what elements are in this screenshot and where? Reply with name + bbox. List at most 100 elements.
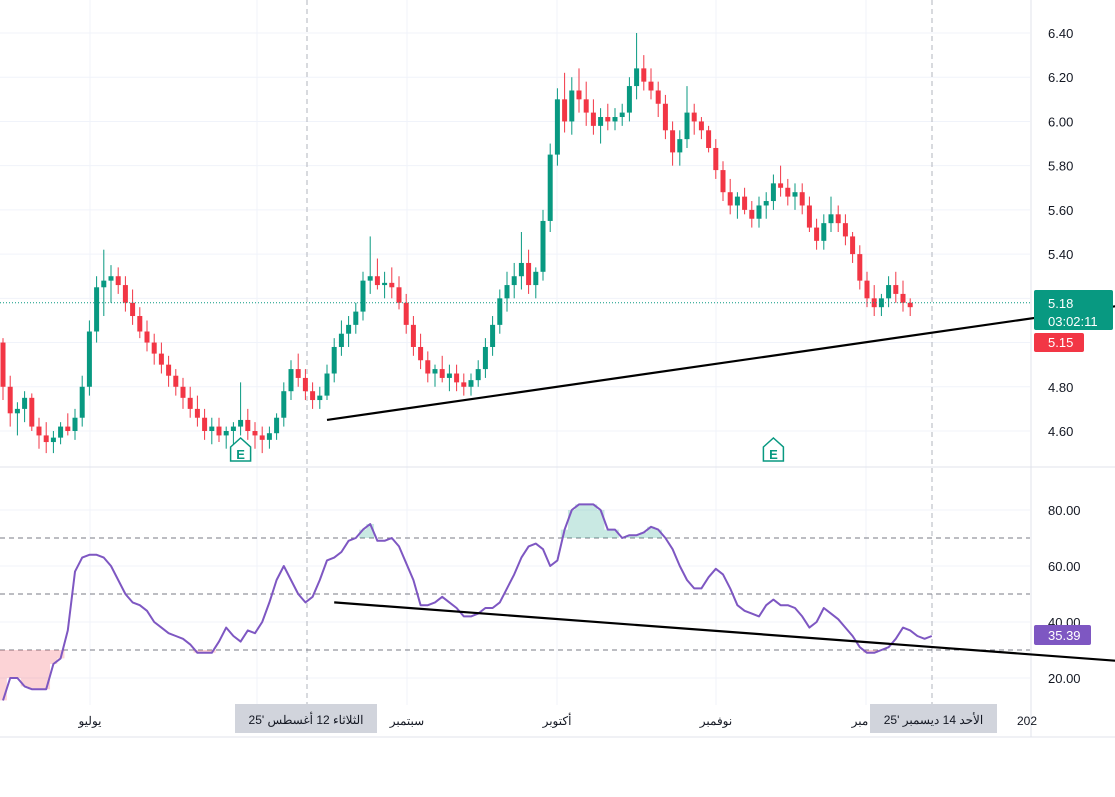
candle-body xyxy=(259,435,265,440)
rsi-axis-tick: 80.00 xyxy=(1048,503,1081,518)
rsi-overbought-fill xyxy=(359,504,663,538)
candle-body xyxy=(151,342,157,354)
candle-body xyxy=(439,369,445,378)
candle-body xyxy=(828,214,834,224)
price-axis-tick: 5.40 xyxy=(1048,247,1073,262)
earnings-marker-icon[interactable] xyxy=(762,436,785,462)
candle-body xyxy=(785,187,791,197)
candle-body xyxy=(562,99,568,122)
candle-body xyxy=(324,373,330,396)
candle-body xyxy=(166,364,172,376)
candle-body xyxy=(706,130,712,148)
candle-body xyxy=(202,417,208,431)
time-axis-tick: يوليو xyxy=(77,714,101,728)
candle-body xyxy=(821,223,827,241)
candle-body xyxy=(742,196,748,210)
candle-body xyxy=(684,112,690,140)
candle-body xyxy=(655,90,661,104)
candle-body xyxy=(634,68,640,87)
candle-body xyxy=(238,419,244,427)
candle-body xyxy=(115,276,121,286)
rsi-line xyxy=(2,503,933,701)
candle-body xyxy=(410,324,416,347)
candle-body xyxy=(137,316,143,332)
candle-body xyxy=(461,382,467,387)
candle-body xyxy=(893,285,899,294)
candle-body xyxy=(526,262,532,286)
candle-body xyxy=(842,223,848,237)
candle-body xyxy=(86,331,92,387)
candle-body xyxy=(626,86,632,113)
candle-body xyxy=(468,380,474,387)
candle-body xyxy=(756,205,762,219)
candle-body xyxy=(857,254,863,281)
price-axis-tick: 5.60 xyxy=(1048,203,1073,218)
rsi-value: 35.39 xyxy=(1048,628,1081,643)
candle-body xyxy=(353,311,359,325)
candle-body xyxy=(94,287,100,332)
candle-body xyxy=(389,282,395,288)
rsi-oversold-fill xyxy=(0,650,879,701)
crosshair-date-box xyxy=(870,704,997,733)
crosshair-date-box xyxy=(235,704,377,733)
crosshair-date-label: الأحد 14 ديسمبر '25 xyxy=(884,712,983,727)
price-trendline[interactable] xyxy=(326,301,1115,422)
candle-body xyxy=(792,192,798,197)
current-price-badge xyxy=(1034,290,1113,330)
candle-body xyxy=(346,324,352,334)
candle-body xyxy=(7,386,13,414)
candle-body xyxy=(331,346,337,374)
candle-body xyxy=(569,90,575,122)
candle-body xyxy=(295,369,301,378)
candle-body xyxy=(50,437,56,443)
price-axis-tick: 6.20 xyxy=(1048,70,1073,85)
candle-body xyxy=(713,147,719,171)
candle-body xyxy=(43,435,49,443)
candle-body xyxy=(540,220,546,272)
candle-body xyxy=(511,276,517,286)
earnings-marker-icon[interactable] xyxy=(229,436,252,462)
candle-body xyxy=(482,346,488,370)
low-price-badge xyxy=(1034,333,1084,352)
candle-body xyxy=(382,282,388,286)
rsi-trendline[interactable] xyxy=(334,601,1115,662)
earnings-marker-label: E xyxy=(236,447,245,462)
candle-body xyxy=(310,391,316,401)
candle-body xyxy=(648,81,654,91)
candle-body xyxy=(432,369,438,374)
trendlines[interactable] xyxy=(326,301,1115,663)
time-axis-tick: 202 xyxy=(1017,714,1037,728)
time-axis-tick: سبتمبر xyxy=(389,714,424,728)
candle-body xyxy=(698,121,704,131)
candle-body xyxy=(144,331,150,343)
candle-body xyxy=(101,280,107,288)
candle-body xyxy=(799,192,805,206)
candle-body xyxy=(173,375,179,387)
candle-body xyxy=(194,408,200,418)
candle-body xyxy=(396,287,402,303)
candle-body xyxy=(835,214,841,224)
candle-body xyxy=(605,117,611,122)
time-axis-tick: نوفمبر xyxy=(699,714,732,728)
bar-countdown: 03:02:11 xyxy=(1048,314,1098,329)
candle-body xyxy=(900,293,906,303)
candle-body xyxy=(418,346,424,361)
candle-body xyxy=(806,205,812,228)
candle-body xyxy=(878,298,884,308)
candle-body xyxy=(850,236,856,255)
candle-body xyxy=(619,112,625,118)
price-badges: 5.18 03:02:11 5.15 35.39 xyxy=(1034,290,1113,645)
rsi-pane xyxy=(0,503,933,701)
price-axis-tick: 6.00 xyxy=(1048,114,1073,129)
candle-body xyxy=(662,103,668,131)
candle-body xyxy=(302,377,308,392)
candle-body xyxy=(670,130,676,153)
crosshair-date-label: الثلاثاء 12 أغسطس '25 xyxy=(249,712,364,727)
candle-body xyxy=(266,433,272,440)
candle-body xyxy=(367,276,373,281)
candle-body xyxy=(583,99,589,113)
candle-body xyxy=(533,271,539,286)
candle-body xyxy=(590,112,596,126)
